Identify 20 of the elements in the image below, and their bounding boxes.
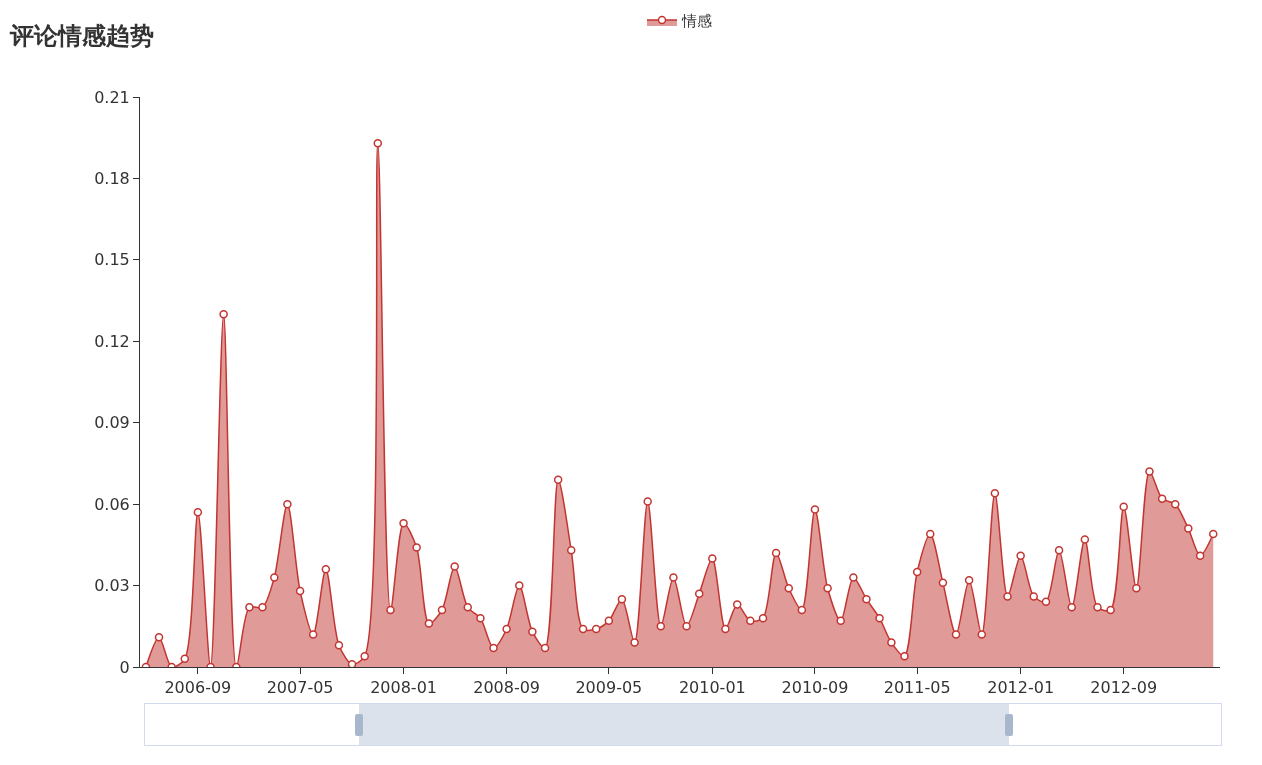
- x-tick-label: 2012-01: [987, 678, 1055, 698]
- x-tick-label: 2006-09: [164, 678, 232, 698]
- y-tick-label: 0.09: [94, 413, 130, 433]
- x-tick-label: 2010-09: [781, 678, 849, 698]
- x-tick-label: 2011-05: [883, 678, 951, 698]
- x-tick-label: 2010-01: [678, 678, 746, 698]
- x-tick-label: 2008-09: [473, 678, 541, 698]
- y-tick-label: 0.03: [94, 576, 130, 596]
- x-tick-label: 2012-09: [1090, 678, 1158, 698]
- y-tick-label: 0.06: [94, 494, 130, 514]
- x-tick-label: 2009-05: [575, 678, 643, 698]
- chart-title: 评论情感趋势: [9, 21, 155, 50]
- y-tick-label: 0.15: [94, 250, 130, 270]
- legend-label: 情感: [681, 11, 712, 30]
- y-tick-label: 0.12: [94, 331, 130, 351]
- x-tick-label: 2008-01: [370, 678, 437, 698]
- y-tick-label: 0: [119, 657, 130, 677]
- x-tick-label: 2007-05: [266, 678, 334, 698]
- y-tick-label: 0.21: [94, 87, 130, 107]
- y-tick-label: 0.18: [94, 169, 130, 189]
